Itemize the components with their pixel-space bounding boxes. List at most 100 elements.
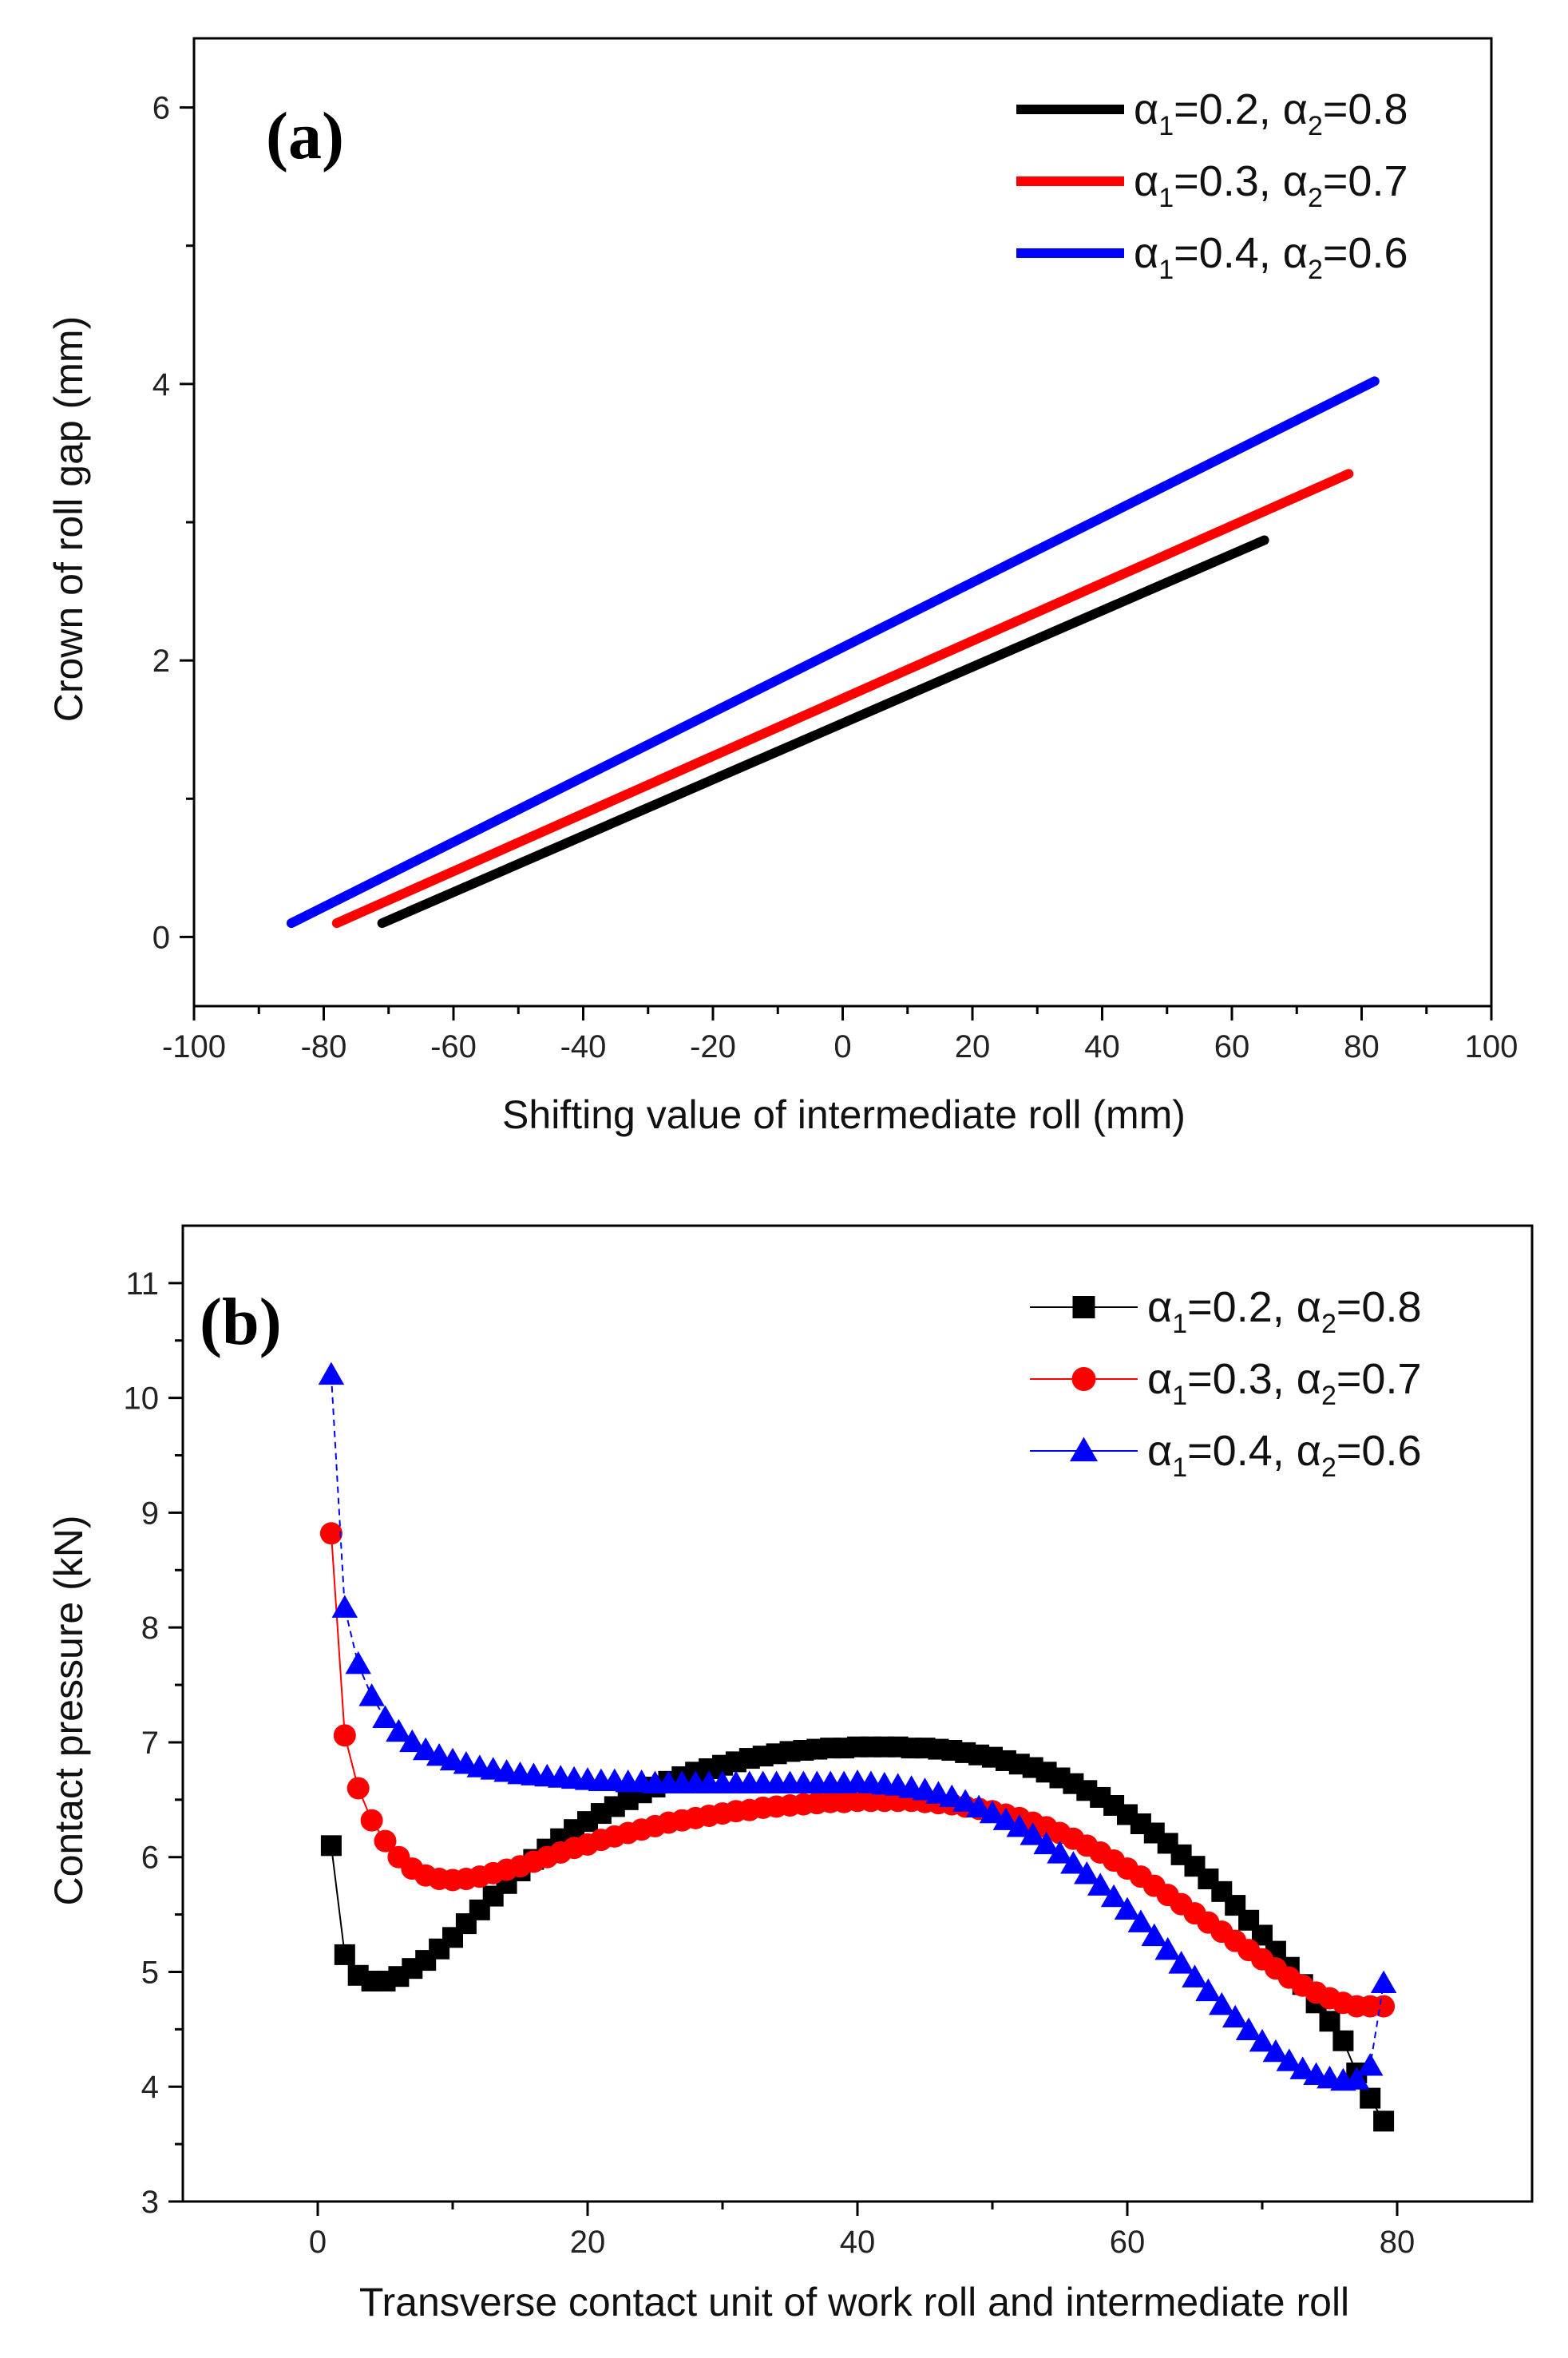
panel-a-legend: α1=0.2, α2=0.8 α1=0.3, α2=0.7 α1=0.4, α2=0…	[1016, 85, 1408, 285]
panel-a-x-ticks: -100 -80 -60 -40 -20 0 20 40 60 80 100	[162, 1006, 1518, 1064]
data-point-2	[374, 1829, 397, 1853]
data-point-1	[1373, 2110, 1395, 2132]
panel-b-series	[318, 1361, 1397, 2132]
data-point-3	[1127, 1909, 1154, 1932]
data-point-3	[386, 1718, 412, 1742]
x-tick-label: -100	[162, 1029, 226, 1064]
data-point-3	[979, 1800, 1006, 1824]
data-point-3	[372, 1705, 398, 1728]
data-point-1	[1360, 2087, 1381, 2109]
x-tick-label: 0	[833, 1029, 851, 1064]
data-point-3	[345, 1651, 371, 1674]
data-point-2	[319, 1522, 343, 1545]
data-point-3	[1154, 1936, 1181, 1960]
y-tick-label: 2	[152, 644, 170, 679]
data-point-2	[1372, 1995, 1396, 2018]
data-point-3	[1060, 1851, 1087, 1874]
data-point-3	[318, 1361, 345, 1385]
panel-b-y-ticks: 3 4 5 6 7 8 9 10 11	[124, 1266, 183, 2220]
legend-marker-1	[1072, 1296, 1095, 1318]
x-tick-label: 40	[1084, 1029, 1120, 1064]
x-tick-label: 20	[570, 2225, 606, 2260]
y-tick-label: 9	[141, 1496, 159, 1531]
data-point-1	[1319, 2011, 1340, 2032]
data-point-3	[1033, 1831, 1059, 1855]
legend-marker-3	[1070, 1437, 1098, 1462]
data-point-3	[965, 1794, 992, 1818]
y-tick-label: 6	[152, 91, 170, 126]
y-tick-label: 7	[141, 1726, 159, 1761]
y-tick-label: 10	[124, 1381, 160, 1417]
panel-b-x-axis-label: Transverse contact unit of work roll and…	[359, 2280, 1349, 2324]
data-point-2	[333, 1724, 356, 1747]
data-point-3	[1195, 1978, 1222, 2002]
legend-entry-3: α1=0.4, α2=0.6	[1134, 229, 1408, 285]
series-line-3	[286, 376, 1380, 929]
x-tick-label: 100	[1465, 1029, 1519, 1064]
data-point-3	[1262, 2039, 1289, 2063]
legend-entry-1: α1=0.2, α2=0.8	[1134, 85, 1408, 141]
y-tick-label: 8	[141, 1611, 159, 1646]
data-point-3	[952, 1789, 979, 1812]
legend-entry-3: α1=0.4, α2=0.6	[1147, 1427, 1422, 1483]
data-point-3	[1235, 2017, 1262, 2040]
data-point-3	[1100, 1884, 1127, 1908]
panel-a-tag: (a)	[266, 99, 344, 173]
panel-a-chart: -100 -80 -60 -40 -20 0 20 40 60 80 100 0 2 4 6 Shifti…	[46, 37, 1518, 1137]
data-point-3	[331, 1595, 358, 1618]
legend-marker-2	[1071, 1367, 1096, 1391]
x-tick-label: 0	[309, 2225, 327, 2260]
y-tick-label: 4	[141, 2070, 159, 2105]
y-tick-label: 0	[152, 920, 170, 955]
panel-b-y-axis-label: Contact pressure (kN)	[46, 1515, 91, 1905]
data-point-3	[1209, 1991, 1235, 2015]
panel-b-chart: 0 20 40 60 80 3 4 5 6 7 8 9 10 11 Transverse contact…	[46, 1224, 1534, 2324]
data-point-1	[320, 1835, 342, 1857]
panel-a-series	[286, 376, 1380, 929]
x-tick-label: 60	[1110, 2225, 1146, 2260]
panel-b-tag: (b)	[200, 1285, 282, 1359]
data-point-3	[399, 1729, 426, 1753]
legend-entry-1: α1=0.2, α2=0.8	[1147, 1283, 1422, 1339]
data-point-3	[1006, 1814, 1033, 1837]
data-point-3	[1020, 1822, 1046, 1845]
data-point-1	[1332, 2030, 1354, 2051]
data-point-3	[1276, 2048, 1303, 2071]
y-tick-label: 3	[141, 2185, 159, 2220]
panel-b-x-ticks: 0 20 40 60 80	[309, 2201, 1415, 2260]
data-point-3	[1249, 2028, 1276, 2052]
data-point-3	[412, 1737, 439, 1761]
x-tick-label: 40	[840, 2225, 876, 2260]
data-point-3	[1182, 1964, 1208, 1987]
data-point-3	[358, 1683, 385, 1706]
x-tick-label: 80	[1380, 2225, 1416, 2260]
series-line-2	[331, 469, 1354, 929]
legend-entry-2: α1=0.3, α2=0.7	[1134, 157, 1408, 213]
data-point-3	[1289, 2056, 1316, 2079]
panel-a-x-axis-label: Shifting value of intermediate roll (mm)	[502, 1092, 1186, 1137]
data-point-3	[1114, 1896, 1141, 1920]
data-point-3	[1222, 2004, 1249, 2028]
y-tick-label: 6	[141, 1841, 159, 1876]
data-point-3	[1356, 2053, 1384, 2076]
y-tick-label: 4	[152, 367, 170, 402]
x-tick-label: -60	[430, 1029, 477, 1064]
x-tick-label: -40	[560, 1029, 607, 1064]
data-point-3	[1087, 1873, 1114, 1896]
x-tick-label: -20	[690, 1029, 736, 1064]
data-point-2	[346, 1777, 370, 1800]
x-tick-label: 60	[1214, 1029, 1250, 1064]
data-point-1	[334, 1944, 355, 1965]
data-point-3	[1047, 1841, 1073, 1864]
data-point-2	[360, 1809, 383, 1832]
y-tick-label: 5	[141, 1955, 159, 1990]
panel-b-legend: α1=0.2, α2=0.8 α1=0.3, α2=0.7 α1=0.4, α2=0…	[1030, 1283, 1422, 1483]
panel-a-y-ticks: 0 2 4 6	[152, 91, 194, 955]
series-line-1	[377, 535, 1269, 929]
data-point-3	[1168, 1951, 1194, 1974]
data-point-3	[1141, 1923, 1168, 1947]
x-tick-label: 20	[955, 1029, 991, 1064]
data-point-3	[1074, 1861, 1100, 1884]
x-tick-label: -80	[301, 1029, 347, 1064]
